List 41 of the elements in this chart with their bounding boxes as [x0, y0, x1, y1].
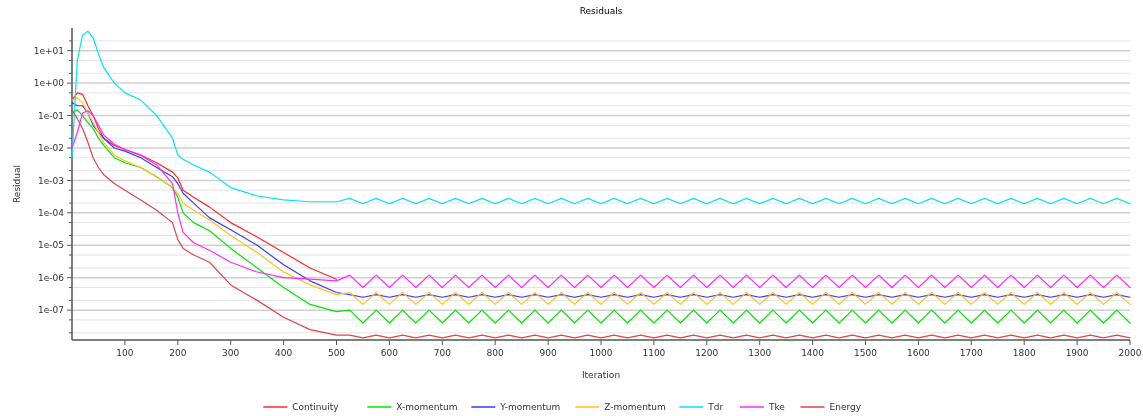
x-tick-label: 1700	[959, 348, 984, 358]
y-tick-label: 1e-07	[38, 305, 64, 316]
x-tick-label: 1000	[589, 348, 613, 358]
x-tick-label: 1800	[1012, 348, 1036, 358]
x-tick-label: 1200	[695, 348, 719, 358]
chart-title: Residuals	[579, 6, 623, 16]
x-axis-title: Iteration	[581, 370, 621, 380]
x-tick-label: 1400	[801, 348, 825, 358]
x-tick-label: 1500	[854, 348, 878, 358]
legend-label: Energy	[829, 402, 862, 413]
x-tick-label: 2000	[1118, 348, 1142, 358]
x-tick-label: 100	[116, 348, 134, 358]
x-tick-label: 200	[169, 348, 187, 358]
x-tick-label: 600	[380, 348, 399, 358]
y-tick-label: 1e-06	[38, 272, 65, 283]
x-tick-label: 1100	[642, 348, 666, 358]
x-tick-label: 300	[222, 348, 240, 358]
x-tick-label: 800	[486, 348, 505, 358]
x-tick-label: 500	[327, 348, 346, 358]
y-tick-label: 1e-02	[38, 143, 64, 154]
line-series	[71, 92, 338, 280]
x-tick-label: 400	[275, 348, 293, 358]
y-tick-label: 1e-04	[38, 207, 65, 218]
x-tick-label: 1900	[1065, 348, 1089, 358]
legend-label: Z-momentum	[604, 402, 666, 413]
y-tick-label: 1e+01	[33, 45, 64, 56]
x-tick-label: 1300	[748, 348, 772, 358]
y-tick-label: 1e-05	[38, 240, 64, 251]
legend-label: Continuity	[292, 402, 340, 413]
legend-label: X-momentum	[396, 402, 458, 413]
legend-label: Tdr	[707, 402, 724, 413]
y-axis-title: Residual	[12, 164, 22, 204]
y-tick-label: 1e+00	[33, 78, 65, 89]
x-tick-label: 1600	[906, 348, 931, 358]
line-series	[71, 30, 1131, 205]
y-tick-label: 1e-01	[38, 110, 64, 121]
legend-label: Y-momentum	[499, 402, 561, 413]
legend-label: Tke	[767, 402, 786, 413]
x-tick-label: 700	[433, 348, 452, 358]
x-tick-label: 900	[539, 348, 557, 358]
y-tick-label: 1e-03	[38, 175, 64, 186]
